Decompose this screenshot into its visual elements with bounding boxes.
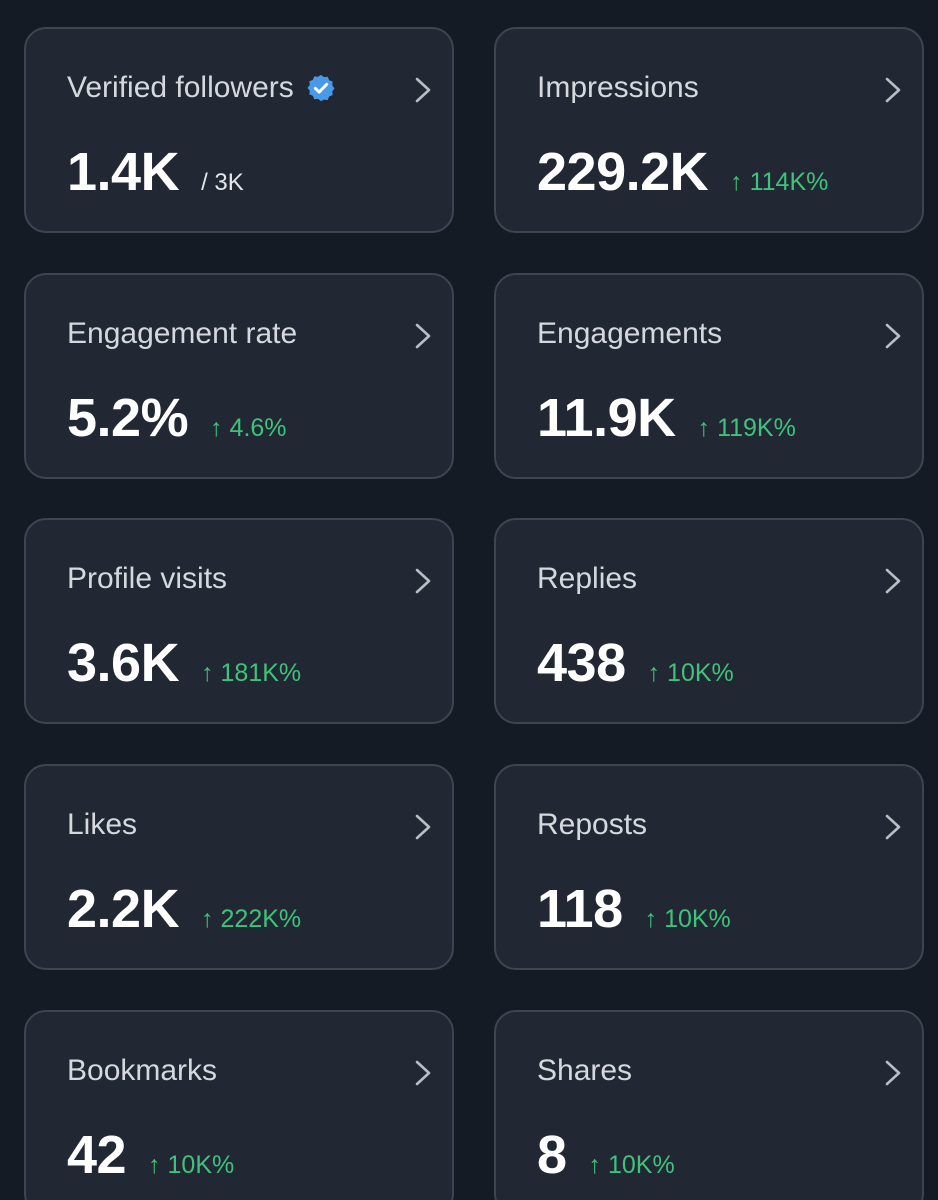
metric-change: ↑ 10K% [647,659,734,687]
chevron-right-icon[interactable] [882,75,904,105]
card-label: Engagements [537,317,723,350]
metric-goal: / 3K [201,169,244,196]
metric-change: ↑ 10K% [148,1151,235,1179]
chevron-right-icon[interactable] [882,1058,904,1088]
metric-change: ↑ 10K% [644,905,731,933]
metric-change: ↑ 222K% [201,905,302,933]
metric-value: 3.6K [67,633,180,693]
metric-value: 438 [537,633,626,693]
card-shares[interactable]: Shares 8 ↑ 10K% [494,1010,924,1200]
card-verified-followers[interactable]: Verified followers 1.4K / 3K [24,27,454,233]
chevron-right-icon[interactable] [412,321,434,351]
chevron-right-icon[interactable] [882,812,904,842]
metric-value: 5.2% [67,388,189,448]
card-profile-visits[interactable]: Profile visits 3.6K ↑ 181K% [24,518,454,724]
value-row: 42 ↑ 10K% [67,1124,234,1186]
value-row: 2.2K ↑ 222K% [67,878,301,940]
value-row: 5.2% ↑ 4.6% [67,387,287,449]
metric-value: 42 [67,1125,127,1185]
card-reposts[interactable]: Reposts 118 ↑ 10K% [494,764,924,970]
label-row: Verified followers [67,71,336,105]
metric-change: ↑ 114K% [730,168,829,196]
card-label: Likes [67,808,138,841]
card-label: Shares [537,1054,633,1087]
metric-change: ↑ 119K% [697,414,796,442]
card-label: Engagement rate [67,317,298,350]
chevron-right-icon[interactable] [882,321,904,351]
metric-value: 11.9K [537,388,676,448]
card-label: Reposts [537,808,648,841]
card-bookmarks[interactable]: Bookmarks 42 ↑ 10K% [24,1010,454,1200]
value-row: 3.6K ↑ 181K% [67,632,301,694]
chevron-right-icon[interactable] [412,1058,434,1088]
value-row: 11.9K ↑ 119K% [537,387,796,449]
value-row: 438 ↑ 10K% [537,632,734,694]
verified-badge-icon [307,74,335,102]
chevron-right-icon[interactable] [882,566,904,596]
card-impressions[interactable]: Impressions 229.2K ↑ 114K% [494,27,924,233]
metric-value: 1.4K [67,142,180,202]
chevron-right-icon[interactable] [412,566,434,596]
card-replies[interactable]: Replies 438 ↑ 10K% [494,518,924,724]
value-row: 8 ↑ 10K% [537,1124,675,1186]
card-engagements[interactable]: Engagements 11.9K ↑ 119K% [494,273,924,479]
metric-change: ↑ 10K% [588,1151,675,1179]
metric-value: 118 [537,879,623,939]
metric-value: 2.2K [67,879,180,939]
card-label: Bookmarks [67,1054,218,1087]
chevron-right-icon[interactable] [412,75,434,105]
value-row: 229.2K ↑ 114K% [537,141,828,203]
card-label: Replies [537,562,638,595]
card-likes[interactable]: Likes 2.2K ↑ 222K% [24,764,454,970]
metric-change: ↑ 181K% [201,659,302,687]
value-row: 1.4K / 3K [67,141,244,203]
metric-value: 229.2K [537,142,709,202]
value-row: 118 ↑ 10K% [537,878,731,940]
card-label: Verified followers [67,71,294,104]
metric-value: 8 [537,1125,567,1185]
chevron-right-icon[interactable] [412,812,434,842]
metric-change: ↑ 4.6% [210,414,287,442]
card-label: Profile visits [67,562,228,595]
card-label: Impressions [537,71,699,104]
card-engagement-rate[interactable]: Engagement rate 5.2% ↑ 4.6% [24,273,454,479]
